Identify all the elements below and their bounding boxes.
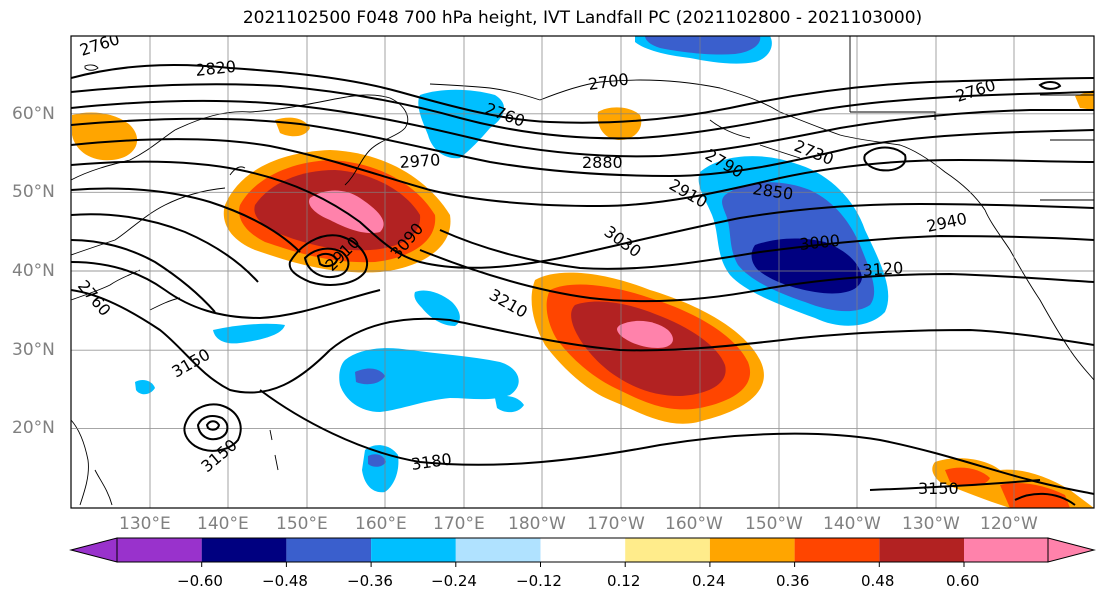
colorbar-swatch [455, 538, 541, 562]
lat-label: 60°N [12, 104, 55, 124]
colorbar-swatch [540, 538, 626, 562]
lon-label: 130°E [119, 514, 171, 534]
ivt-negative-other [135, 36, 772, 493]
contour-label: 3150 [918, 479, 959, 498]
ocean-background [71, 36, 1094, 508]
colorbar-tick-label: −0.36 [347, 572, 393, 590]
lat-label: 30°N [12, 340, 55, 360]
colorbar-extend-max [1047, 537, 1096, 563]
lon-label: 170°E [433, 514, 485, 534]
lat-label: 20°N [12, 418, 55, 438]
ivt-positive-central-pacific [531, 272, 764, 424]
colorbar-swatch [964, 538, 1048, 562]
lon-label: 140°E [197, 514, 249, 534]
colorbar-swatch [371, 538, 456, 562]
colorbar-extend-min [69, 537, 118, 563]
lon-label: 150°E [276, 514, 328, 534]
contour-label: 3000 [798, 231, 840, 254]
gridlines [71, 36, 1094, 508]
lat-label: 50°N [12, 182, 55, 202]
colorbar-tick-label: 0.24 [692, 572, 726, 590]
colorbar-tick-label: 0.60 [946, 572, 980, 590]
colorbar-tick-label: −0.48 [262, 572, 308, 590]
colorbar-tick-label: 0.12 [607, 572, 641, 590]
map-title: 2021102500 F048 700 hPa height, IVT Land… [242, 8, 923, 28]
contour-label: 2970 [399, 150, 441, 172]
lon-label: 160°E [355, 514, 407, 534]
colorbar-swatch [794, 538, 880, 562]
colorbar-outline [116, 537, 1049, 563]
colorbar-swatch [201, 538, 287, 562]
colorbar-ticks [201, 562, 965, 567]
lon-label: 130°W [902, 514, 960, 534]
height-contours [71, 64, 1094, 506]
colorbar-swatch [709, 538, 795, 562]
colorbar-tick-label: −0.24 [431, 572, 477, 590]
contour-label: 3120 [862, 258, 904, 280]
lon-label: 140°W [823, 514, 881, 534]
colorbar-swatch [286, 538, 372, 562]
lon-label: 180°W [508, 514, 566, 534]
colorbar [69, 537, 1096, 567]
lon-label: 150°W [745, 514, 803, 534]
colorbar-tick-label: 0.48 [861, 572, 895, 590]
contour-label: 2880 [582, 153, 623, 172]
colorbar-tick-label: 0.36 [776, 572, 810, 590]
map-frame [70, 35, 1095, 509]
colorbar-tick-label: −0.12 [516, 572, 562, 590]
lon-label: 160°W [665, 514, 723, 534]
lon-label: 170°W [587, 514, 645, 534]
colorbar-swatch [625, 538, 710, 562]
colorbar-swatch [879, 538, 964, 562]
lon-label: 120°W [980, 514, 1038, 534]
map-area: 2760 2820 2700 2760 2760 2970 2880 2790 … [71, 36, 1094, 508]
lat-label: 40°N [12, 261, 55, 281]
colorbar-tick-label: −0.60 [177, 572, 223, 590]
colorbar-swatch [117, 538, 202, 562]
contour-label: 2820 [194, 57, 236, 80]
